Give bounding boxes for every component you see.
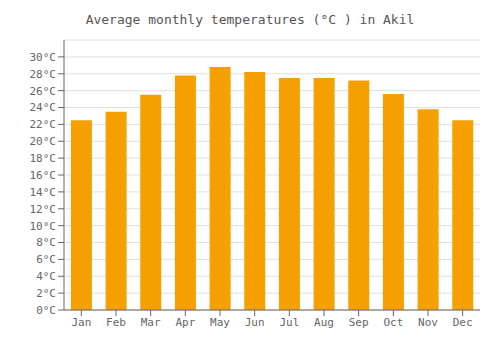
svg-text:Apr: Apr xyxy=(175,316,195,329)
svg-text:2°C: 2°C xyxy=(36,287,56,300)
svg-text:24°C: 24°C xyxy=(30,101,57,114)
svg-text:Mar: Mar xyxy=(141,316,161,329)
svg-text:Jan: Jan xyxy=(71,316,91,329)
html-text:Average monthly temperatures (: Average monthly temperatures (°C ) in Ak… xyxy=(85,12,415,27)
svg-text:18°C: 18°C xyxy=(30,152,57,165)
svg-text:20°C: 20°C xyxy=(30,135,57,148)
svg-text:28°C: 28°C xyxy=(30,68,57,81)
svg-text:30°C: 30°C xyxy=(30,51,57,64)
svg-text:Feb: Feb xyxy=(106,316,126,329)
svg-text:Aug: Aug xyxy=(314,316,334,329)
svg-text:26°C: 26°C xyxy=(30,85,57,98)
svg-text:Jun: Jun xyxy=(245,316,265,329)
svg-text:0°C: 0°C xyxy=(36,304,56,317)
svg-text:22°C: 22°C xyxy=(30,118,57,131)
svg-text:12°C: 12°C xyxy=(30,203,57,216)
svg-text:8°C: 8°C xyxy=(36,236,56,249)
svg-text:May: May xyxy=(210,316,230,329)
svg-text:Nov: Nov xyxy=(418,316,438,329)
svg-text:Oct: Oct xyxy=(383,316,403,329)
svg-text:Dec: Dec xyxy=(453,316,473,329)
svg-text:4°C: 4°C xyxy=(36,270,56,283)
svg-text:10°C: 10°C xyxy=(30,220,57,233)
svg-text:6°C: 6°C xyxy=(36,253,56,266)
svg-text:Sep: Sep xyxy=(349,316,369,329)
svg-text:14°C: 14°C xyxy=(30,186,57,199)
svg-text:16°C: 16°C xyxy=(30,169,57,182)
svg-text:Jul: Jul xyxy=(279,316,299,329)
